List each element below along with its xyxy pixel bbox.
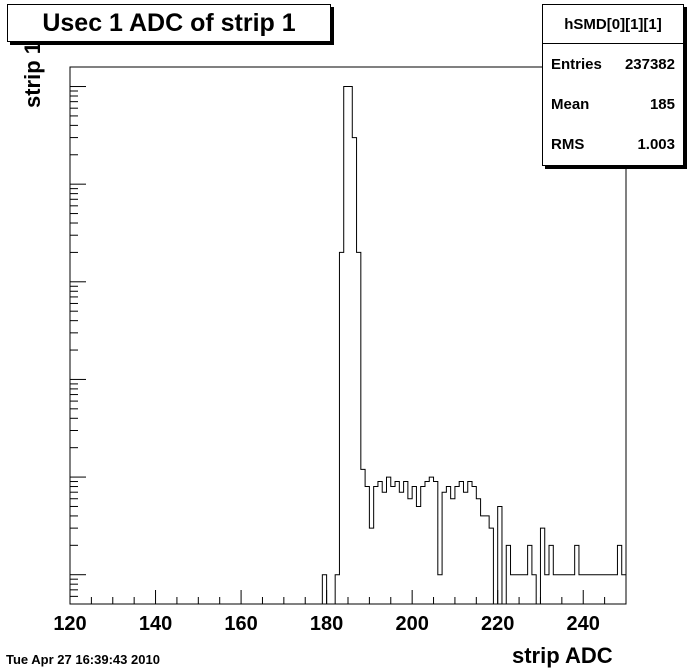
y-axis-ticks [70, 86, 86, 597]
stats-value: 237382 [624, 55, 675, 73]
x-tick-label: 200 [395, 613, 428, 635]
stats-label: RMS [551, 135, 585, 153]
x-axis-label: strip ADC [512, 643, 613, 668]
histogram-line [321, 86, 627, 605]
stats-row-mean: Mean 185 [543, 84, 683, 124]
stats-row-entries: Entries 237382 [543, 44, 683, 84]
x-tick-label: 140 [139, 613, 172, 635]
x-tick-label: 120 [53, 613, 86, 635]
stats-value: 1.003 [637, 135, 675, 153]
x-axis-tick-labels: 120 140 160 180 200 220 240 [53, 613, 600, 635]
x-tick-label: 240 [567, 613, 600, 635]
x-tick-label: 180 [310, 613, 343, 635]
stats-histogram-name: hSMD[0][1][1] [543, 5, 683, 44]
y-axis-label: strip 1 [20, 41, 45, 108]
x-axis-ticks [69, 590, 627, 604]
x-tick-label: 160 [224, 613, 257, 635]
x-tick-label: 220 [481, 613, 514, 635]
stats-value: 185 [649, 95, 675, 113]
timestamp: Tue Apr 27 16:39:43 2010 [6, 652, 160, 667]
stats-label: Mean [551, 95, 590, 113]
stats-row-rms: RMS 1.003 [543, 124, 683, 164]
stats-box: hSMD[0][1][1] Entries 237382 Mean 185 RM… [542, 4, 684, 166]
chart-title: Usec 1 ADC of strip 1 [7, 4, 331, 42]
stats-label: Entries [551, 55, 602, 73]
